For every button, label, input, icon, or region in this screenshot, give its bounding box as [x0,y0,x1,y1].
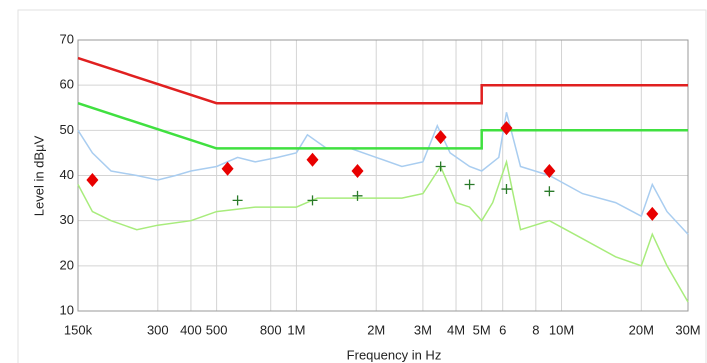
x-tick-label: 150k [64,322,93,337]
x-tick-label: 1M [287,322,305,337]
y-tick-label: 50 [60,122,74,137]
y-tick-label: 20 [60,257,74,272]
qp-marker [500,121,513,136]
trace [77,112,689,235]
qp-marker [434,130,447,145]
qp-marker [351,163,364,178]
plot-area [77,39,689,312]
y-tick-label: 10 [60,302,74,317]
trace [77,159,689,303]
x-tick-label: 400 [180,322,202,337]
qp-marker [86,173,99,188]
avg-marker [307,195,318,206]
avg-marker [464,179,475,190]
x-axis-label: Frequency in Hz [347,347,442,362]
y-tick-label: 30 [60,212,74,227]
x-tick-label: 10M [549,322,574,337]
x-tick-label: 4M [447,322,465,337]
avg-marker [544,186,555,197]
y-axis-label: Level in dBµV [31,135,46,216]
x-tick-label: 800 [260,322,282,337]
x-tick-label: 20M [629,322,654,337]
x-tick-label: 500 [206,322,228,337]
y-tick-label: 60 [60,77,74,92]
avg-marker [352,190,363,201]
x-tick-label: 6 [499,322,506,337]
x-tick-label: 300 [147,322,169,337]
x-tick-label: 2M [367,322,385,337]
avg-marker [232,195,243,206]
x-tick-label: 5M [473,322,491,337]
y-tick-label: 70 [60,31,74,46]
x-tick-label: 3M [414,322,432,337]
trace [77,56,688,105]
y-tick-label: 40 [60,167,74,182]
avg-marker [435,161,446,172]
avg-marker [501,184,512,195]
x-tick-label: 30M [675,322,700,337]
frame [17,9,707,363]
qp-marker [306,152,319,167]
trace [77,102,688,150]
qp-marker [221,161,234,176]
qp-marker [543,163,556,178]
x-tick-label: 8 [532,322,539,337]
qp-marker [646,206,659,221]
